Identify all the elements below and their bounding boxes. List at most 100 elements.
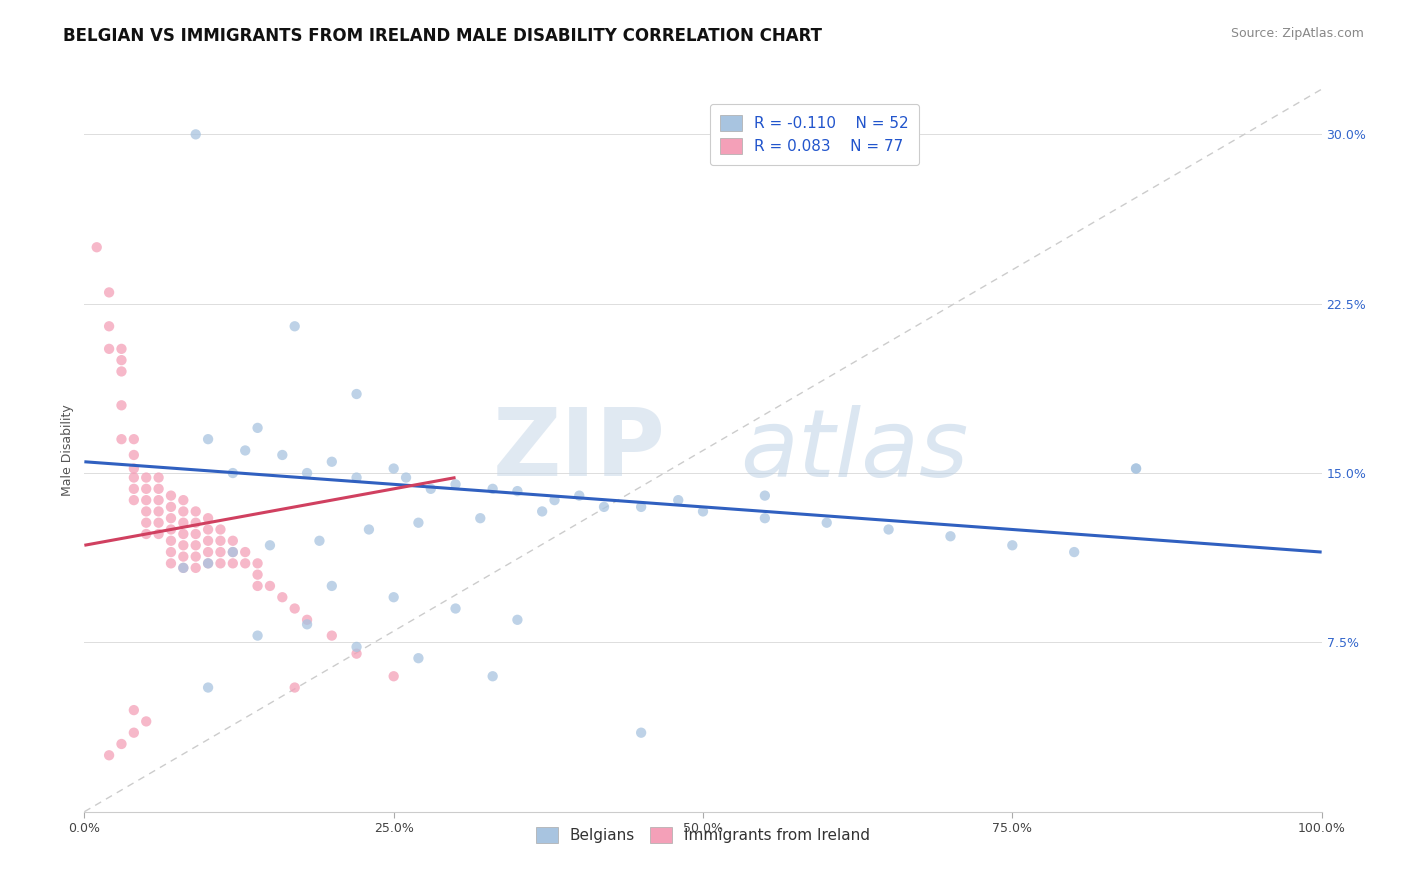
Point xyxy=(321,629,343,643)
Point xyxy=(172,538,194,552)
Point xyxy=(357,523,380,537)
Point xyxy=(531,504,554,518)
Point xyxy=(110,398,132,412)
Point xyxy=(395,470,418,484)
Point xyxy=(408,516,430,530)
Point xyxy=(284,601,307,615)
Point xyxy=(98,319,121,334)
Point xyxy=(271,448,294,462)
Point xyxy=(160,523,183,537)
Point xyxy=(222,545,245,559)
Point xyxy=(419,482,441,496)
Point xyxy=(122,461,145,475)
Point xyxy=(160,489,183,503)
Point xyxy=(222,545,245,559)
Point xyxy=(122,703,145,717)
Point xyxy=(110,432,132,446)
Point xyxy=(222,557,245,571)
Point xyxy=(148,470,170,484)
Point xyxy=(470,511,492,525)
Point xyxy=(160,533,183,548)
Point xyxy=(110,342,132,356)
Point xyxy=(346,470,368,484)
Point xyxy=(246,557,269,571)
Point xyxy=(630,500,652,514)
Point xyxy=(382,669,405,683)
Point xyxy=(506,613,529,627)
Point xyxy=(148,482,170,496)
Point xyxy=(148,504,170,518)
Point xyxy=(222,533,245,548)
Point xyxy=(184,516,207,530)
Point xyxy=(209,545,232,559)
Point xyxy=(233,545,256,559)
Point xyxy=(209,533,232,548)
Point xyxy=(197,523,219,537)
Point xyxy=(1125,461,1147,475)
Point xyxy=(692,504,714,518)
Point xyxy=(259,579,281,593)
Point xyxy=(172,561,194,575)
Point xyxy=(481,669,503,683)
Point xyxy=(284,681,307,695)
Point xyxy=(184,538,207,552)
Legend: Belgians, Immigrants from Ireland: Belgians, Immigrants from Ireland xyxy=(529,819,877,851)
Point xyxy=(172,493,194,508)
Point xyxy=(444,601,467,615)
Point xyxy=(148,516,170,530)
Text: ZIP: ZIP xyxy=(494,404,666,497)
Point xyxy=(271,591,294,605)
Point xyxy=(246,579,269,593)
Point xyxy=(160,545,183,559)
Point xyxy=(135,516,157,530)
Point xyxy=(630,725,652,739)
Point xyxy=(160,557,183,571)
Point xyxy=(122,725,145,739)
Point xyxy=(172,516,194,530)
Point xyxy=(98,748,121,763)
Point xyxy=(122,493,145,508)
Point xyxy=(295,617,318,632)
Point xyxy=(506,484,529,499)
Point xyxy=(148,493,170,508)
Point xyxy=(246,421,269,435)
Point xyxy=(172,561,194,575)
Point xyxy=(346,640,368,654)
Point xyxy=(382,461,405,475)
Point xyxy=(110,353,132,368)
Point xyxy=(209,557,232,571)
Point xyxy=(135,527,157,541)
Point xyxy=(86,240,108,254)
Point xyxy=(284,319,307,334)
Point xyxy=(160,511,183,525)
Point xyxy=(172,504,194,518)
Point xyxy=(295,466,318,480)
Text: atlas: atlas xyxy=(740,405,969,496)
Point xyxy=(135,504,157,518)
Point xyxy=(135,470,157,484)
Point xyxy=(197,557,219,571)
Point xyxy=(321,455,343,469)
Point xyxy=(197,557,219,571)
Point xyxy=(295,613,318,627)
Point xyxy=(184,128,207,142)
Y-axis label: Male Disability: Male Disability xyxy=(60,405,75,496)
Point xyxy=(110,737,132,751)
Point xyxy=(1063,545,1085,559)
Point xyxy=(122,470,145,484)
Point xyxy=(346,387,368,401)
Point xyxy=(593,500,616,514)
Point xyxy=(666,493,689,508)
Point xyxy=(222,466,245,480)
Point xyxy=(754,489,776,503)
Point xyxy=(197,432,219,446)
Point xyxy=(197,533,219,548)
Point xyxy=(110,364,132,378)
Point xyxy=(122,448,145,462)
Point xyxy=(246,629,269,643)
Point xyxy=(98,285,121,300)
Point xyxy=(481,482,503,496)
Point xyxy=(160,500,183,514)
Point xyxy=(184,561,207,575)
Point xyxy=(382,591,405,605)
